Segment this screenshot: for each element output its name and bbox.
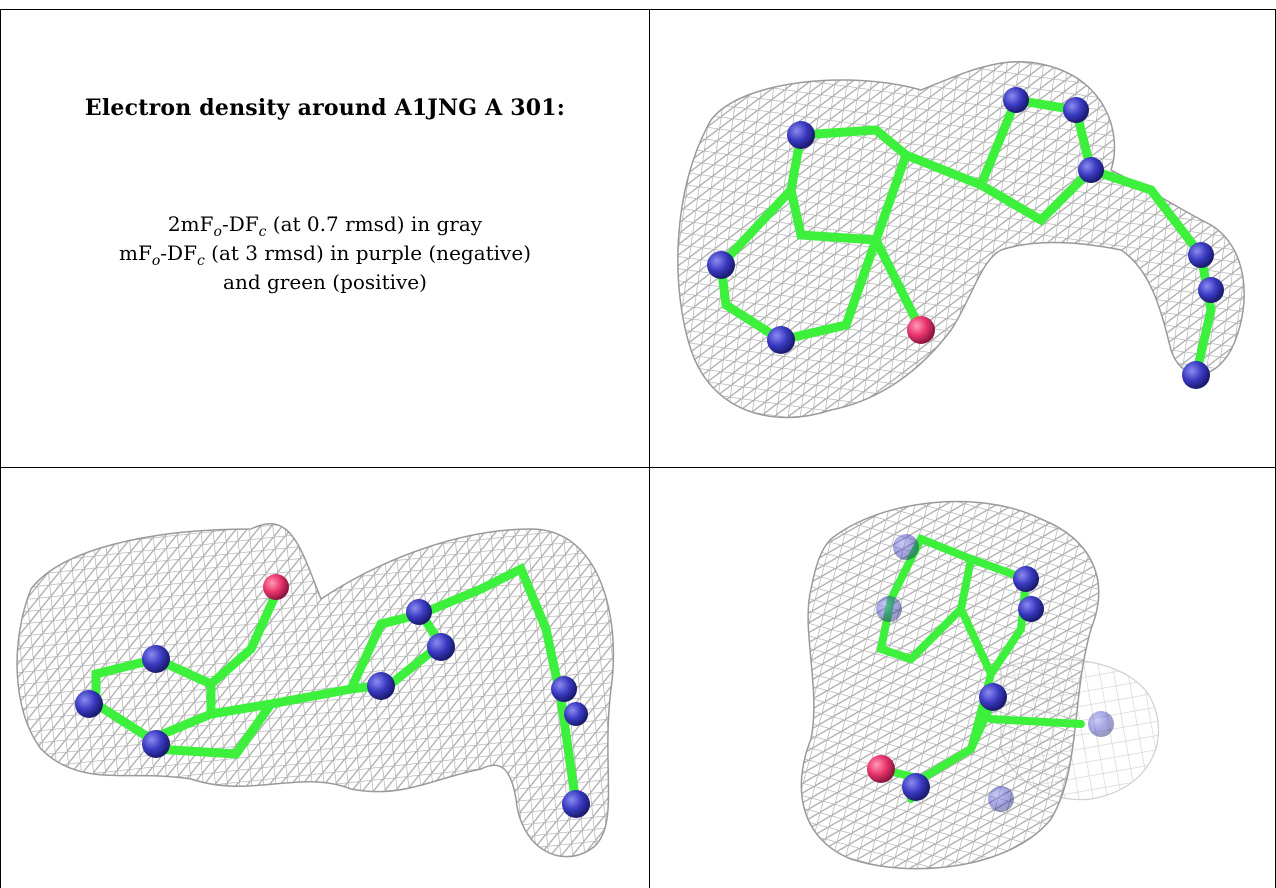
figure-caption: 2mFo-DFc (at 0.7 rmsd) in gray mFo-DFc (…	[1, 210, 649, 297]
nitrogen-atom	[767, 326, 795, 354]
figure-title: Electron density around A1JNG A 301:	[84, 95, 566, 121]
mesh-envelope-1	[677, 60, 1245, 419]
ligand-view-2	[1, 469, 649, 888]
divider-vertical	[649, 9, 650, 888]
caption-line-3: and green (positive)	[223, 270, 427, 294]
border-top	[0, 9, 1276, 10]
nitrogen-atom	[142, 645, 170, 673]
oxygen-atom	[907, 316, 935, 344]
nitrogen-atom	[406, 599, 432, 625]
nitrogen-atom	[1198, 277, 1224, 303]
legend-cell: Electron density around A1JNG A 301: 2mF…	[1, 10, 649, 467]
density-view-1-svg	[677, 60, 1245, 419]
oxygen-atom	[263, 574, 289, 600]
density-view-3-svg	[800, 500, 1160, 870]
nitrogen-atom	[75, 690, 103, 718]
border-left	[0, 9, 1, 888]
density-view-2-svg	[16, 523, 615, 858]
oxygen-atom	[867, 755, 895, 783]
nitrogen-atom	[902, 773, 930, 801]
divider-horizontal	[0, 467, 1276, 468]
nitrogen-atom	[142, 730, 170, 758]
nitrogen-atom	[707, 251, 735, 279]
caption-line-2: mFo-DFc (at 3 rmsd) in purple (negative)	[119, 241, 531, 269]
ligand-view-3	[651, 469, 1275, 888]
mesh-envelope-2	[16, 523, 615, 858]
nitrogen-atom	[1013, 566, 1039, 592]
faded-atoms	[876, 534, 1114, 812]
nitrogen-atom	[562, 790, 590, 818]
nitrogen-atom	[979, 683, 1007, 711]
nitrogen-atom	[1078, 157, 1104, 183]
nitrogen-atom	[1188, 242, 1214, 268]
nitrogen-atom	[1018, 596, 1044, 622]
ligand-view-1	[651, 10, 1275, 467]
nitrogen-atom	[1003, 87, 1029, 113]
nitrogen-atom	[1182, 361, 1210, 389]
nitrogen-atom	[1063, 97, 1089, 123]
nitrogen-atom	[367, 672, 395, 700]
nitrogen-atom	[427, 633, 455, 661]
nitrogen-atom	[551, 676, 577, 702]
caption-line-1: 2mFo-DFc (at 0.7 rmsd) in gray	[167, 212, 483, 240]
mesh-envelope-3	[800, 500, 1100, 870]
nitrogen-atom	[787, 121, 815, 149]
nitrogen-atom	[564, 702, 588, 726]
